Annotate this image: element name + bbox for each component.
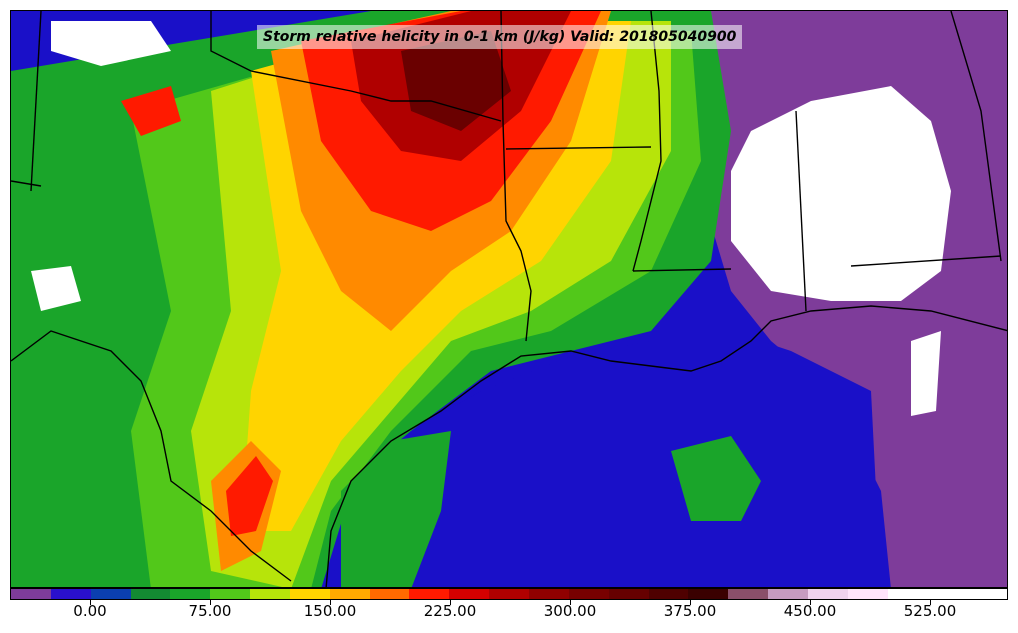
colorbar xyxy=(10,588,1008,600)
colorbar-tick xyxy=(330,600,331,605)
gulf-ocean xyxy=(331,331,881,587)
colorbar-segment xyxy=(847,589,888,599)
colorbar-segment xyxy=(170,589,211,599)
border-mexico xyxy=(11,330,292,582)
colorbar-segment xyxy=(728,589,769,599)
colorbar-tick xyxy=(690,600,691,605)
colorbar-segment xyxy=(768,589,808,599)
colorbar-segment xyxy=(210,589,251,599)
colorbar-tick xyxy=(570,600,571,605)
white-blob-west xyxy=(31,266,81,311)
colorbar-tick xyxy=(450,600,451,605)
maroon-core xyxy=(401,31,511,131)
border-west-a xyxy=(30,11,42,192)
colorbar-segment xyxy=(927,589,968,599)
boundaries xyxy=(11,11,1007,587)
border-west-b xyxy=(11,180,42,187)
colorbar-segment xyxy=(688,589,729,599)
colorbar-segment xyxy=(807,589,848,599)
white-blob-east xyxy=(731,86,951,301)
colorbar-tick-label: 450.00 xyxy=(783,602,837,620)
colorbar-tick xyxy=(90,600,91,605)
colorbar-tick-label: 150.00 xyxy=(303,602,357,620)
map-frame: Storm relative helicity in 0-1 km (J/kg)… xyxy=(10,10,1008,588)
colorbar-tick-label: 375.00 xyxy=(663,602,717,620)
colorbar-segment xyxy=(528,589,569,599)
border-mississippi-alabama xyxy=(795,110,807,312)
map-title: Storm relative helicity in 0-1 km (J/kg)… xyxy=(257,25,743,49)
colorbar-tick xyxy=(210,600,211,605)
border-east-texas xyxy=(500,11,532,342)
colorbar-segment xyxy=(11,589,51,599)
colorbar-segment xyxy=(130,589,171,599)
border-florida-panhandle xyxy=(850,255,1002,267)
helicity-map xyxy=(11,11,1007,587)
colorbar-segment xyxy=(329,589,370,599)
white-blob-gulf xyxy=(911,331,941,416)
colorbar-segment xyxy=(568,589,609,599)
colorbar-segment xyxy=(90,589,131,599)
colorbar-tick xyxy=(810,600,811,605)
colorbar-segment xyxy=(648,589,689,599)
border-west-c xyxy=(210,11,252,72)
colorbar-segment xyxy=(489,589,529,599)
border-louisiana-north xyxy=(632,268,732,272)
colorbar-tick-label: 75.00 xyxy=(188,602,232,620)
border-alabama-georgia xyxy=(950,11,1002,262)
colorbar-tick-label: 300.00 xyxy=(543,602,597,620)
border-arkansas-south xyxy=(505,146,652,150)
colorbar-tick-label: 525.00 xyxy=(903,602,957,620)
red-south-patch xyxy=(226,456,273,536)
gulf-green-patch xyxy=(671,436,761,521)
colorbar-segment xyxy=(887,589,928,599)
border-mississippi-river xyxy=(632,11,662,272)
colorbar-segment xyxy=(409,589,450,599)
white-blob-nw xyxy=(51,21,171,66)
colorbar-segment xyxy=(608,589,649,599)
colorbar-segment xyxy=(967,589,1008,599)
gulf-green-coastal xyxy=(341,431,451,587)
colorbar-tick-label: 0.00 xyxy=(73,602,107,620)
coastline xyxy=(325,305,1007,587)
colorbar-segment xyxy=(369,589,410,599)
colorbar-tick-label: 225.00 xyxy=(423,602,477,620)
colorbar-segment xyxy=(449,589,490,599)
colorbar-segment xyxy=(289,589,330,599)
colorbar-segment xyxy=(50,589,91,599)
border-texas-oklahoma xyxy=(250,70,502,122)
colorbar-segment xyxy=(250,589,290,599)
colorbar-tick xyxy=(930,600,931,605)
colorbar-ticks: 0.00 75.00 150.00 225.00 300.00 375.00 450.00 5… xyxy=(10,600,1008,630)
red-west-patch xyxy=(121,86,181,136)
